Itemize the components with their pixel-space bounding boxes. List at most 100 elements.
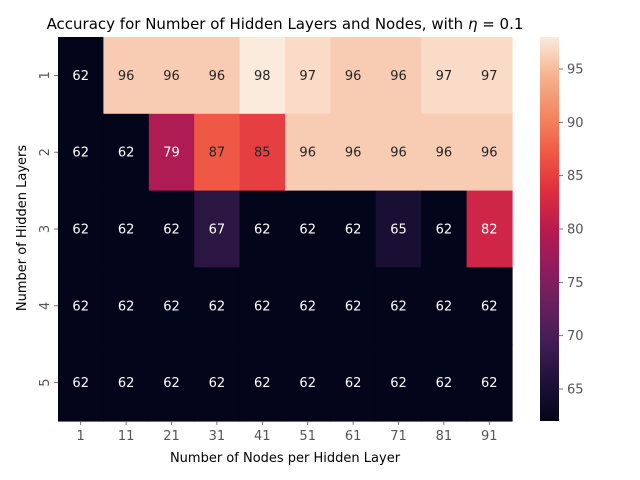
colorbar-tick-label: 90 [567, 116, 584, 131]
cell-value-label: 62 [118, 146, 135, 161]
x-tick-label: 21 [163, 429, 180, 444]
heatmap-cell [148, 113, 195, 192]
heatmap-cell [103, 113, 150, 192]
colorbar [540, 37, 559, 421]
colorbar-tick-label: 95 [567, 63, 584, 78]
heatmap-cell [421, 37, 468, 115]
cell-value-label: 62 [254, 223, 271, 238]
heatmap-cell [330, 344, 377, 422]
heatmap-cell [58, 190, 104, 268]
heatmap-cell [330, 267, 377, 345]
cell-value-label: 82 [481, 223, 498, 238]
cell-value-label: 62 [436, 223, 453, 238]
heatmap-cell [194, 344, 241, 422]
heatmap-cell [239, 344, 286, 422]
heatmap-cell [103, 267, 150, 345]
cell-value-label: 62 [72, 299, 89, 314]
cell-value-label: 62 [390, 299, 407, 314]
heatmap-cell [58, 37, 104, 115]
cell-value-label: 62 [118, 223, 135, 238]
heatmap-cell [330, 113, 377, 192]
cell-value-label: 62 [209, 299, 226, 314]
heatmap-cell [148, 190, 195, 268]
cell-value-label: 87 [209, 146, 226, 161]
x-tick-label: 51 [299, 429, 316, 444]
heatmap-cell [285, 344, 331, 422]
heatmap-cell [421, 190, 468, 268]
heatmap-cell [103, 190, 150, 268]
heatmap-cell [239, 37, 286, 115]
heatmap-cell [239, 113, 286, 192]
y-axis-ticks: 1 2 3 4 5 [38, 71, 58, 387]
heatmap-cell [148, 344, 195, 422]
colorbar-ticks: 65 70 75 80 85 90 95 [559, 63, 584, 398]
heatmap-cell [375, 37, 422, 115]
heatmap-cell [285, 37, 331, 115]
heatmap-cell [148, 37, 195, 115]
cell-value-label: 62 [209, 376, 226, 391]
x-tick-label: 71 [390, 429, 407, 444]
cell-value-label: 62 [436, 299, 453, 314]
heatmap-cell [421, 113, 468, 192]
heatmap-cell [375, 267, 422, 345]
heatmap-cell [375, 190, 422, 268]
x-axis-ticks: 1 11 21 31 41 51 61 71 81 91 [77, 421, 498, 444]
chart-title: Accuracy for Number of Hidden Layers and… [47, 15, 524, 33]
cell-value-label: 85 [254, 146, 271, 161]
cell-value-label: 62 [163, 299, 180, 314]
cell-value-label: 62 [345, 299, 362, 314]
heatmap-cell [330, 190, 377, 268]
cell-value-label: 96 [299, 146, 316, 161]
cell-value-label: 62 [72, 69, 89, 84]
y-axis-label: Number of Hidden Layers [15, 145, 30, 312]
heatmap-cell [194, 113, 241, 192]
cell-value-label: 96 [390, 146, 407, 161]
cell-value-label: 97 [481, 69, 498, 84]
heatmap-cell [239, 190, 286, 268]
cell-value-label: 62 [299, 376, 316, 391]
heatmap-cell [58, 344, 104, 422]
heatmap-cell [466, 113, 513, 192]
cell-value-label: 96 [345, 146, 362, 161]
heatmap-cell [330, 37, 377, 115]
cell-value-label: 62 [299, 223, 316, 238]
heatmap-cell [58, 267, 104, 345]
heatmap-cell [194, 267, 241, 345]
cell-value-label: 96 [163, 69, 180, 84]
y-tick-label: 3 [38, 225, 53, 233]
x-tick-label: 31 [209, 429, 226, 444]
heatmap-cell [285, 113, 331, 192]
cell-value-label: 96 [118, 69, 135, 84]
cell-value-label: 62 [481, 299, 498, 314]
heatmap-cell [466, 344, 513, 422]
heatmap-cell [194, 37, 241, 115]
heatmap-cell [194, 190, 241, 268]
heatmap-cell [466, 190, 513, 268]
cell-value-label: 96 [390, 69, 407, 84]
y-tick-label: 2 [38, 148, 53, 156]
x-axis-label: Number of Nodes per Hidden Layer [170, 451, 401, 466]
cell-value-label: 62 [345, 376, 362, 391]
heatmap-cell [375, 113, 422, 192]
cell-value-label: 62 [72, 146, 89, 161]
cell-value-label: 62 [163, 223, 180, 238]
x-tick-label: 61 [345, 429, 362, 444]
heatmap-cell [285, 267, 331, 345]
cell-value-label: 79 [163, 146, 180, 161]
cell-value-label: 62 [254, 376, 271, 391]
cell-value-label: 62 [299, 299, 316, 314]
cell-value-label: 97 [436, 69, 453, 84]
cell-value-label: 62 [345, 223, 362, 238]
cell-value-label: 62 [163, 376, 180, 391]
cell-value-label: 97 [299, 69, 316, 84]
cell-value-label: 67 [209, 223, 226, 238]
y-tick-label: 4 [38, 302, 53, 310]
x-tick-label: 91 [481, 429, 498, 444]
heatmap-cell [375, 344, 422, 422]
y-tick-label: 5 [38, 378, 53, 386]
cell-value-label: 65 [390, 223, 407, 238]
cell-value-label: 62 [118, 299, 135, 314]
cell-value-label: 62 [254, 299, 271, 314]
